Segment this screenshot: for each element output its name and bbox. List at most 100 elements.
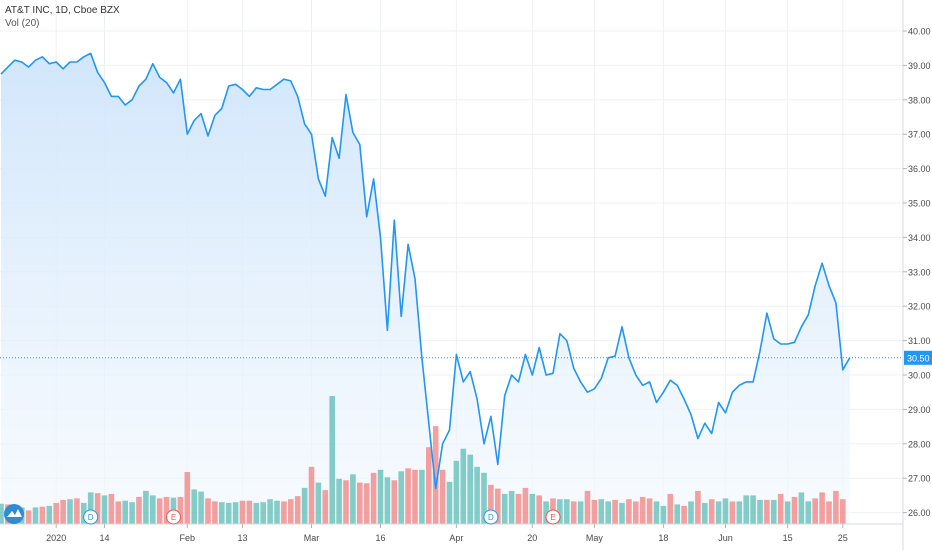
volume-bar[interactable] <box>219 502 225 524</box>
volume-bar[interactable] <box>488 484 494 524</box>
volume-bar[interactable] <box>777 493 784 524</box>
volume-bar[interactable] <box>274 500 280 524</box>
volume-bar[interactable] <box>819 492 825 524</box>
volume-bar[interactable] <box>184 472 191 524</box>
volume-bar[interactable] <box>281 501 287 524</box>
volume-bar[interactable] <box>225 502 232 524</box>
volume-bar[interactable] <box>336 478 342 524</box>
volume-bar[interactable] <box>129 502 135 524</box>
volume-bar[interactable] <box>108 493 115 524</box>
volume-bar[interactable] <box>605 501 611 524</box>
volume-bar[interactable] <box>122 500 128 524</box>
volume-bar[interactable] <box>25 510 32 524</box>
volume-bar[interactable] <box>557 499 563 524</box>
volume-bar[interactable] <box>467 454 473 524</box>
volume-bar[interactable] <box>722 498 729 524</box>
volume-bar[interactable] <box>805 501 812 524</box>
brand-logo[interactable] <box>4 504 24 524</box>
volume-bar[interactable] <box>639 496 646 524</box>
volume-bar[interactable] <box>377 469 384 524</box>
symbol-title[interactable]: AT&T INC, 1D, Cboe BZX <box>5 5 120 16</box>
volume-bar[interactable] <box>591 499 598 524</box>
price-line[interactable] <box>0 52 851 490</box>
volume-bar[interactable] <box>833 490 839 524</box>
volume-bar[interactable] <box>826 501 832 524</box>
volume-bar[interactable] <box>398 471 404 524</box>
volume-bar[interactable] <box>453 460 460 524</box>
volume-bar[interactable] <box>322 490 329 524</box>
volume-bar[interactable] <box>67 499 73 524</box>
volume-bar[interactable] <box>60 499 66 524</box>
volume-bar[interactable] <box>681 505 687 524</box>
volume-bar[interactable] <box>536 495 542 524</box>
volume-bar[interactable] <box>515 493 522 524</box>
volume-bar[interactable] <box>446 481 453 524</box>
volume-bar[interactable] <box>633 501 639 524</box>
earnings-marker[interactable]: E <box>166 509 181 525</box>
volume-bar[interactable] <box>94 493 101 524</box>
volume-bar[interactable] <box>115 501 122 524</box>
volume-bar[interactable] <box>667 493 674 524</box>
volume-bar[interactable] <box>412 469 418 524</box>
volume-bar[interactable] <box>156 498 163 524</box>
volume-bar[interactable] <box>39 506 46 524</box>
volume-bar[interactable] <box>764 499 770 524</box>
volume-bar[interactable] <box>426 447 432 524</box>
volume-bar[interactable] <box>301 487 308 524</box>
volume-bar[interactable] <box>584 490 591 524</box>
dividend-marker[interactable]: D <box>483 509 499 525</box>
volume-indicator-label[interactable]: Vol (20) <box>5 18 40 29</box>
volume-bar[interactable] <box>619 502 625 524</box>
volume-bar[interactable] <box>205 498 211 524</box>
volume-bar[interactable] <box>564 499 570 524</box>
volume-bar[interactable] <box>474 466 480 524</box>
volume-bar[interactable] <box>840 499 846 524</box>
volume-bar[interactable] <box>246 500 253 524</box>
volume-bar[interactable] <box>163 496 170 524</box>
volume-bar[interactable] <box>495 488 501 524</box>
volume-bar[interactable] <box>812 498 818 524</box>
volume-bar[interactable] <box>260 502 266 524</box>
volume-bar[interactable] <box>343 480 349 524</box>
volume-bar[interactable] <box>522 487 529 524</box>
volume-bar[interactable] <box>439 469 446 524</box>
volume-bar[interactable] <box>253 502 260 524</box>
volume-bar[interactable] <box>646 498 653 524</box>
volume-bar[interactable] <box>460 448 467 524</box>
volume-bar[interactable] <box>529 493 536 524</box>
volume-bar[interactable] <box>136 496 142 524</box>
volume-bar[interactable] <box>660 505 667 524</box>
volume-bar[interactable] <box>626 499 632 524</box>
time-axis[interactable]: 2020 14 Feb 13 Mar 16 Apr 20 May 18 Jun 15 25 <box>46 524 848 543</box>
earnings-marker[interactable]: E <box>545 509 561 525</box>
volume-bar[interactable] <box>653 501 660 524</box>
volume-bar[interactable] <box>315 482 322 524</box>
volume-bar[interactable] <box>384 477 391 524</box>
volume-bar[interactable] <box>370 472 377 524</box>
volume-bar[interactable] <box>798 492 805 524</box>
volume-bar[interactable] <box>212 501 218 524</box>
volume-bar[interactable] <box>432 426 439 524</box>
volume-bar[interactable] <box>695 490 701 524</box>
volume-bar[interactable] <box>32 507 39 524</box>
volume-bar[interactable] <box>784 501 791 524</box>
volume-bar[interactable] <box>198 491 204 524</box>
volume-bar[interactable] <box>350 474 356 524</box>
volume-bar[interactable] <box>419 469 425 524</box>
volume-bar[interactable] <box>543 501 549 524</box>
volume-bar[interactable] <box>577 501 584 524</box>
volume-bar[interactable] <box>46 505 53 524</box>
volume-bar[interactable] <box>702 502 708 524</box>
volume-bar[interactable] <box>674 504 680 524</box>
volume-bar[interactable] <box>612 499 618 524</box>
volume-bar[interactable] <box>288 499 294 524</box>
volume-bar[interactable] <box>87 492 94 524</box>
volume-bar[interactable] <box>81 502 87 524</box>
volume-bar[interactable] <box>481 472 487 524</box>
volume-bar[interactable] <box>308 466 315 524</box>
volume-bar[interactable] <box>405 468 411 524</box>
volume-bar[interactable] <box>53 502 59 524</box>
volume-bar[interactable] <box>715 501 722 524</box>
